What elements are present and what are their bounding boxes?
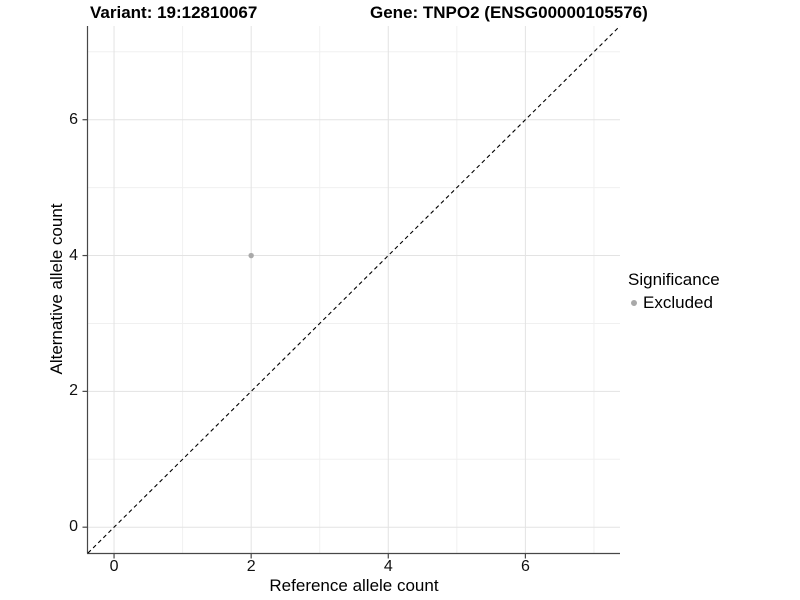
x-tick-label: 2 <box>246 558 256 575</box>
x-axis-title: Reference allele count <box>269 576 439 595</box>
identity-dashed-line <box>87 25 621 554</box>
y-tick-label: 6 <box>69 110 78 128</box>
y-tick-label: 4 <box>69 246 78 264</box>
x-tick-label: 4 <box>383 558 393 575</box>
data-point <box>248 252 254 259</box>
excluded-point-swatch <box>631 300 637 306</box>
y-axis-title: Alternative allele count <box>47 203 66 375</box>
legend-item-label: Excluded <box>643 293 713 312</box>
x-tick-label: 6 <box>520 558 530 575</box>
plot-title-variant: Variant: 19:12810067 <box>90 3 258 22</box>
x-tick-label: 0 <box>109 558 119 575</box>
legend-title: Significance <box>628 270 720 289</box>
legend: Significance Excluded <box>628 270 720 313</box>
plot-title-gene: Gene: TNPO2 (ENSG00000105576) <box>370 3 648 22</box>
legend-item-excluded: Excluded <box>628 293 720 313</box>
y-tick-label: 2 <box>69 382 78 400</box>
y-tick-label: 0 <box>69 518 78 536</box>
